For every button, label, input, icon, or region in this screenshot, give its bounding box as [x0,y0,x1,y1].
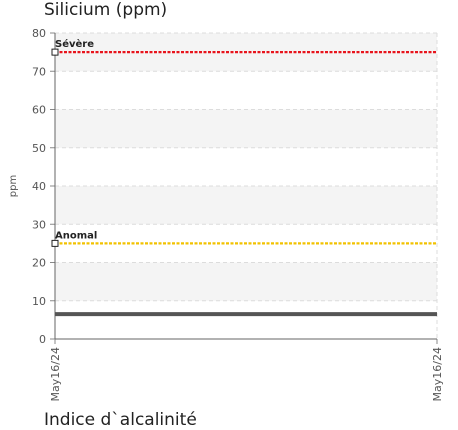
axes [50,32,438,344]
x-tick-labels: May16/24 May16/24 [49,347,444,401]
threshold-label: Sévère [55,38,94,50]
chart-title: Silicium (ppm) [44,0,168,20]
y-tick-label: 60 [32,104,46,117]
plot-band [55,186,437,225]
threshold-marker [51,48,59,56]
y-tick-labels: 0 10 20 30 40 50 60 70 80 [32,27,46,346]
x-tick-label: May16/24 [431,347,444,401]
threshold-lines: Sévère Anomal [51,38,437,247]
x-tick-label: May16/24 [49,347,62,401]
plot-band [55,262,437,301]
threshold-marker [51,239,59,247]
y-axis-label: ppm [8,175,19,197]
y-tick-label: 10 [32,295,46,308]
plot-bands [55,33,437,301]
y-tick-label: 70 [32,65,46,78]
y-tick-label: 40 [32,180,46,193]
y-tick-label: 20 [32,257,46,270]
y-tick-label: 0 [39,333,46,346]
y-tick-label: 30 [32,218,46,231]
y-tick-label: 50 [32,142,46,155]
threshold-label: Anomal [55,230,97,241]
plot-band [55,109,437,148]
next-chart-title: Indice d`alcalinité [44,410,197,430]
y-tick-label: 80 [32,27,46,40]
